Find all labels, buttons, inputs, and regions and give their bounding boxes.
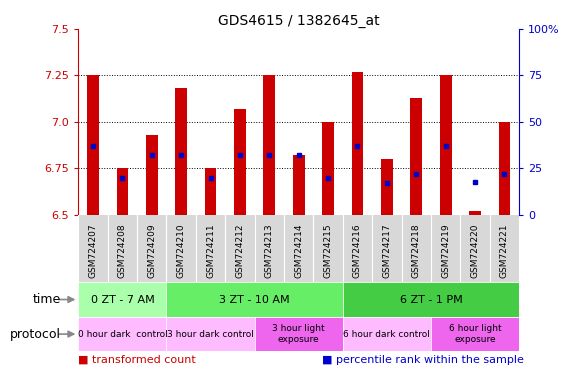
Text: 3 hour dark control: 3 hour dark control (167, 329, 254, 339)
Bar (117, 169, 128, 215)
Bar (440, 75, 451, 215)
Text: GSM724207: GSM724207 (89, 223, 97, 278)
Text: GSM724218: GSM724218 (412, 223, 420, 278)
Bar (166, 317, 255, 351)
Text: 3 ZT - 10 AM: 3 ZT - 10 AM (219, 295, 290, 305)
Bar (293, 156, 304, 215)
Text: 6 hour dark control: 6 hour dark control (343, 329, 430, 339)
Text: GSM724215: GSM724215 (324, 223, 332, 278)
Text: GSM724210: GSM724210 (177, 223, 186, 278)
Text: time: time (32, 293, 61, 306)
Text: GSM724221: GSM724221 (500, 223, 509, 278)
Bar (146, 135, 158, 215)
Text: 3 hour light
exposure: 3 hour light exposure (273, 324, 325, 344)
Text: 6 hour light
exposure: 6 hour light exposure (449, 324, 501, 344)
Text: ■ transformed count: ■ transformed count (78, 355, 196, 365)
Text: GSM724209: GSM724209 (147, 223, 156, 278)
Text: GSM724220: GSM724220 (470, 223, 480, 278)
Bar (263, 75, 275, 215)
Bar (343, 317, 431, 351)
Bar (166, 282, 343, 317)
Text: GSM724217: GSM724217 (382, 223, 392, 278)
Bar (175, 88, 187, 215)
Text: GSM724208: GSM724208 (118, 223, 127, 278)
Bar (322, 122, 334, 215)
Bar (499, 122, 510, 215)
Bar (78, 282, 166, 317)
Text: protocol: protocol (10, 328, 61, 341)
Text: GSM724216: GSM724216 (353, 223, 362, 278)
Text: GSM724219: GSM724219 (441, 223, 450, 278)
Text: GSM724213: GSM724213 (265, 223, 274, 278)
Bar (78, 317, 166, 351)
Bar (234, 109, 246, 215)
Text: GSM724212: GSM724212 (235, 223, 244, 278)
Bar (351, 72, 363, 215)
Bar (343, 282, 519, 317)
Bar (381, 159, 393, 215)
Bar (205, 169, 216, 215)
Text: GSM724214: GSM724214 (294, 223, 303, 278)
Bar (469, 211, 481, 215)
Title: GDS4615 / 1382645_at: GDS4615 / 1382645_at (218, 14, 379, 28)
Text: 6 ZT - 1 PM: 6 ZT - 1 PM (400, 295, 462, 305)
Bar (255, 317, 343, 351)
Bar (411, 98, 422, 215)
Text: 0 hour dark  control: 0 hour dark control (78, 329, 167, 339)
Text: ■ percentile rank within the sample: ■ percentile rank within the sample (322, 355, 524, 365)
Text: 0 ZT - 7 AM: 0 ZT - 7 AM (90, 295, 154, 305)
Bar (431, 317, 519, 351)
Text: GSM724211: GSM724211 (206, 223, 215, 278)
Bar (87, 75, 99, 215)
